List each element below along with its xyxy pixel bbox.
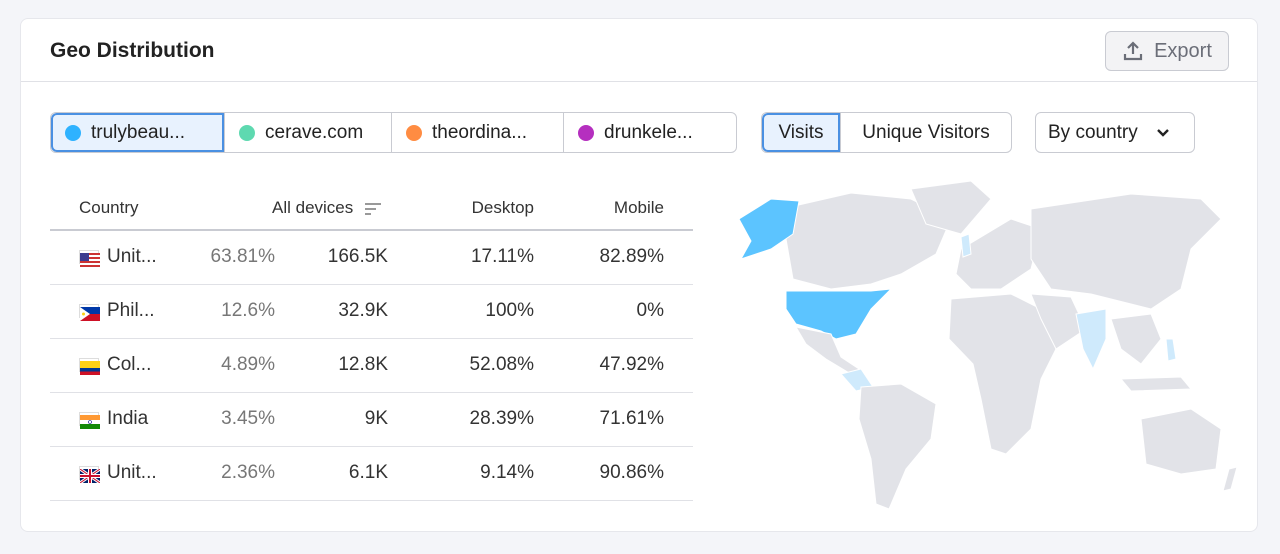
desktop-cell: 9.14% [388,446,534,501]
mobile-cell: 90.86% [534,446,693,501]
flag-gb-icon [79,465,101,485]
region-europe[interactable] [955,218,1042,290]
world-map [738,180,1238,509]
country-name: Phil... [107,300,155,321]
country-table: Country All devices Desktop Mobile Unit.… [50,187,693,501]
table-row[interactable]: Col... 4.89% 12.8K 52.08% 47.92% [50,338,693,393]
card-title: Geo Distribution [50,39,215,62]
country-cell[interactable]: India [50,392,170,447]
mobile-cell: 0% [534,284,693,339]
domain-tab-3[interactable]: drunkele... [563,113,736,152]
all-devices-cell: 166.5K [275,230,388,285]
flag-co-icon [79,357,100,375]
all-devices-cell: 32.9K [275,284,388,339]
desktop-cell: 28.39% [388,392,534,447]
domain-color-dot [65,124,81,141]
domain-color-dot [578,124,594,141]
region-india[interactable] [1075,308,1107,371]
region-se-asia[interactable] [1110,313,1162,365]
region-nz[interactable] [1222,466,1238,492]
region-middle-east[interactable] [1030,293,1087,350]
domain-label: trulybeau... [91,121,185,143]
country-name: India [107,408,149,429]
chevron-down-icon [1156,128,1169,137]
upload-icon [1123,41,1143,61]
share-cell: 2.36% [170,446,275,501]
domain-color-dot [406,124,422,141]
flag-us-icon [79,250,100,268]
mobile-cell: 71.61% [534,392,693,447]
domain-label: cerave.com [265,121,364,143]
country-cell[interactable]: Col... [50,338,170,393]
desktop-cell: 17.11% [388,230,534,285]
export-label: Export [1154,39,1212,62]
table-row[interactable]: India 3.45% 9K 28.39% 71.61% [50,392,693,447]
country-name: Col... [107,354,152,375]
desktop-cell: 52.08% [388,338,534,393]
desktop-cell: 100% [388,284,534,339]
table-row[interactable]: Phil... 12.6% 32.9K 100% 0% [50,284,693,339]
group-by-value: By country [1048,121,1138,143]
region-south-america[interactable] [858,383,937,509]
mobile-cell: 82.89% [534,230,693,285]
domain-color-dot [239,124,255,141]
flag-ph-icon [79,303,100,321]
geo-distribution-card: Geo Distribution Export trulybeau... cer… [20,18,1258,532]
mobile-cell: 47.92% [534,338,693,393]
country-cell[interactable]: Unit... [50,446,170,501]
country-cell[interactable]: Phil... [50,284,170,339]
col-country: Country [50,187,170,231]
region-africa[interactable] [948,293,1057,455]
unique-visitors-toggle[interactable]: Unique Visitors [840,113,1011,152]
domain-label: theordina... [432,121,528,143]
share-cell: 4.89% [170,338,275,393]
flag-in-icon [79,411,100,429]
col-desktop: Desktop [388,187,534,231]
metric-toggle: Visits Unique Visitors [761,112,1012,153]
share-cell: 3.45% [170,392,275,447]
sort-icon[interactable] [364,202,382,216]
region-australia[interactable] [1140,408,1222,475]
card-header: Geo Distribution Export [21,19,1257,82]
col-mobile: Mobile [534,187,693,231]
region-canada[interactable] [780,192,952,290]
table-row[interactable]: Unit... 2.36% 6.1K 9.14% 90.86% [50,446,693,501]
domain-tab-1[interactable]: cerave.com [224,113,391,152]
region-philippines[interactable] [1165,338,1177,362]
share-cell: 63.81% [170,230,275,285]
domain-label: drunkele... [604,121,693,143]
region-uk[interactable] [960,233,972,258]
all-devices-cell: 12.8K [275,338,388,393]
country-cell[interactable]: Unit... [50,230,170,285]
visits-toggle[interactable]: Visits [762,113,840,152]
country-name: Unit... [107,246,157,268]
all-devices-cell: 9K [275,392,388,447]
share-cell: 12.6% [170,284,275,339]
region-usa[interactable] [785,288,893,340]
domain-tab-2[interactable]: theordina... [391,113,563,152]
region-greenland[interactable] [910,180,992,235]
domain-tab-0[interactable]: trulybeau... [51,113,224,152]
col-all-devices-label: All devices [272,198,354,217]
country-name: Unit... [107,462,157,483]
group-by-dropdown[interactable]: By country [1035,112,1195,153]
region-indonesia[interactable] [1119,376,1193,392]
col-all-devices[interactable]: All devices [170,187,388,231]
region-russia-asia[interactable] [1030,193,1222,310]
all-devices-cell: 6.1K [275,446,388,501]
table-row[interactable]: Unit... 63.81% 166.5K 17.11% 82.89% [50,230,693,285]
domain-selector: trulybeau... cerave.com theordina... dru… [50,112,737,153]
region-alaska[interactable] [738,198,800,260]
export-button[interactable]: Export [1105,31,1229,71]
